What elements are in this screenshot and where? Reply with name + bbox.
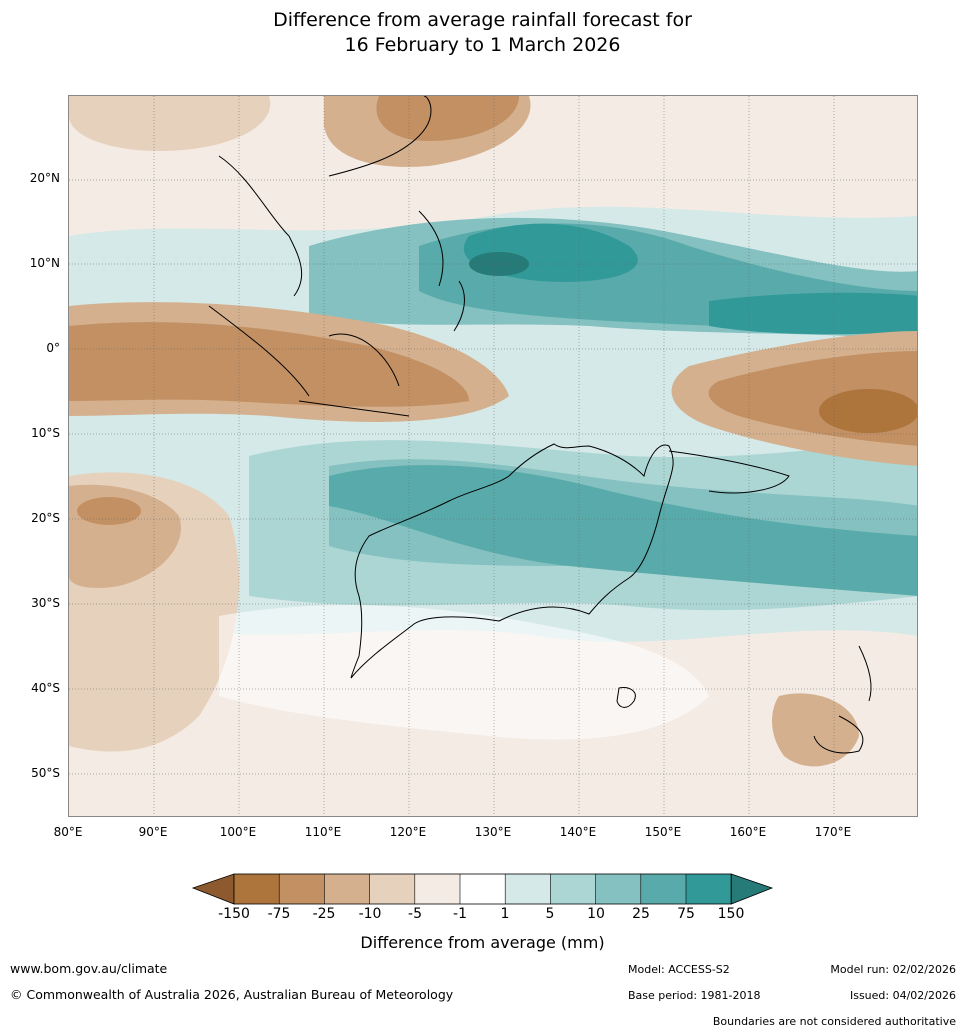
lat-label-10n: 10°N [29,256,60,270]
colorbar-bin-m5-m1 [414,874,460,904]
lat-label-30s: 30°S [31,596,60,610]
philippines-coast [418,210,465,332]
colorbar [190,872,775,912]
lat-label-10s: 10°S [31,426,60,440]
australia-wet-core [329,465,917,596]
footer-model-run: Model run: 02/02/2026 [830,963,956,976]
lat-label-20s: 20°S [31,511,60,525]
colorbar-outline [233,873,732,905]
colorbar-bin-m1-1 [460,874,506,904]
lon-label-130e: 130°E [474,825,512,839]
lon-label-120e: 120°E [389,825,427,839]
colorbar-label-5: 5 [545,906,555,922]
coastlines [208,96,872,754]
colorbar-high-extreme [730,873,774,905]
lon-label-140e: 140°E [559,825,597,839]
lon-label-90e: 90°E [138,825,168,839]
colorbar-bin-m25-m10 [324,874,370,904]
lon-label-100e: 100°E [219,825,257,839]
footer-base-period: Base period: 1981-2018 [628,989,761,1002]
map-title: Difference from average rainfall forecas… [0,8,965,58]
colorbar-label-m1: -1 [453,906,467,922]
indonesia-coast [208,305,410,417]
colorbar-bin-5-10 [550,874,596,904]
lon-label-80e: 80°E [53,825,83,839]
colorbar-label-m10: -10 [358,906,382,922]
title-line-1: Difference from average rainfall forecas… [273,9,692,31]
colorbar-label-m75: -75 [267,906,291,922]
lon-label-110e: 110°E [304,825,342,839]
png-coast [668,450,790,494]
nz-coast [813,645,872,754]
maritime-dry-core [69,322,469,407]
pacific-dry-max [819,389,917,433]
tasmania-coast [616,687,636,708]
colorbar-bin-1-5 [505,874,551,904]
colorbar-bin-m150-m75 [234,874,280,904]
australia-coast [350,443,674,679]
tasman-dry [772,693,859,767]
indian-ocean-dry-max [77,497,141,525]
colorbar-bin-10-25 [595,874,641,904]
lon-label-160e: 160°E [729,825,767,839]
colorbar-dividers [278,874,687,904]
colorbar-label-25: 25 [632,906,650,922]
asia-coast [218,96,432,297]
colorbar-title: Difference from average (mm) [360,933,605,952]
india-dry [69,96,271,151]
footer-copyright: © Commonwealth of Australia 2026, Austra… [10,987,454,1002]
map-canvas [69,96,917,816]
southern-ocean-neutral [219,605,709,740]
colorbar-label-1: 1 [500,906,510,922]
lon-label-150e: 150°E [644,825,682,839]
footer-disclaimer: Boundaries are not considered authoritat… [712,1015,956,1028]
colorbar-label-m25: -25 [312,906,336,922]
colorbar-low-extreme [191,873,235,905]
lat-label-0: 0° [46,341,60,355]
footer-model: Model: ACCESS-S2 [628,963,730,976]
philippine-sea-peak [469,252,529,276]
colorbar-label-m5: -5 [408,906,422,922]
colorbar-label-75: 75 [677,906,695,922]
colorbar-label-m150: -150 [218,906,250,922]
colorbar-svg [191,873,774,905]
footer-url[interactable]: www.bom.gov.au/climate [10,961,168,976]
colorbar-label-10: 10 [587,906,605,922]
lat-label-20n: 20°N [29,171,60,185]
colorbar-bin-25-75 [640,874,686,904]
pacific-wet-core [709,292,917,335]
colorbar-bin-m10-m5 [369,874,415,904]
colorbar-bin-75-150 [686,874,732,904]
title-line-2: 16 February to 1 March 2026 [344,34,621,56]
rainfall-map [68,95,918,817]
lat-label-50s: 50°S [31,766,60,780]
graticule [69,96,917,816]
lat-label-40s: 40°S [31,681,60,695]
colorbar-bin-m75-m25 [279,874,325,904]
china-dry-core [376,96,519,141]
colorbar-label-150: 150 [717,906,745,922]
lon-label-170e: 170°E [814,825,852,839]
footer-issued: Issued: 04/02/2026 [849,989,956,1002]
